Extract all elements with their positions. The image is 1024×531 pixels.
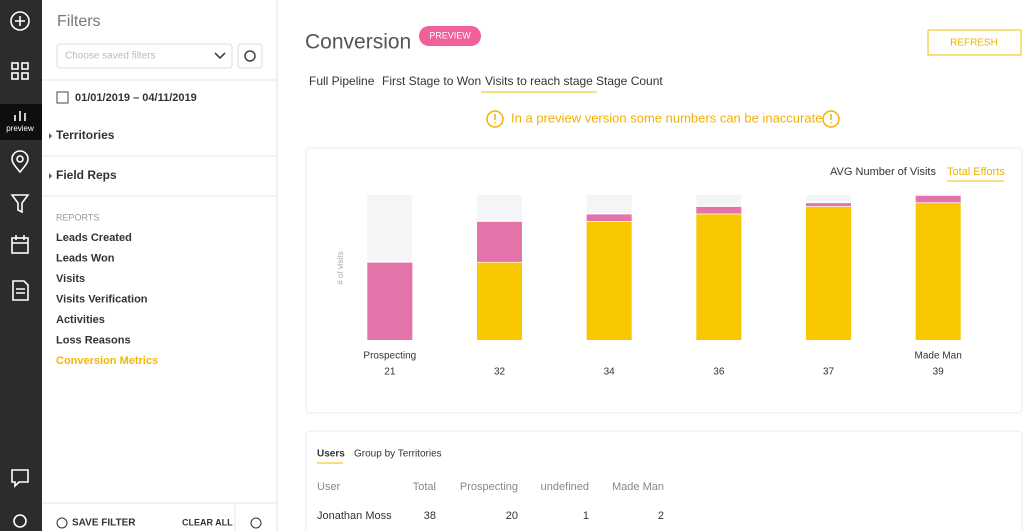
- tab[interactable]: Full Pipeline: [309, 74, 375, 88]
- table-header: undefined: [541, 481, 589, 493]
- badge: [419, 26, 481, 46]
- table-cell: 20: [506, 510, 518, 522]
- x-tick-label: Prospecting: [363, 351, 416, 362]
- caret: [49, 173, 52, 179]
- nav-label[interactable]: preview: [6, 124, 34, 133]
- chart-toggle-active[interactable]: Total Efforts: [947, 166, 1005, 178]
- report-link[interactable]: Conversion Metrics: [56, 355, 158, 367]
- table-header: Made Man: [612, 481, 664, 493]
- chart-card: [305, 147, 1023, 414]
- total-label: 21: [384, 367, 396, 378]
- table-cell: Jonathan Moss: [317, 510, 392, 522]
- bar-segment: [696, 213, 742, 340]
- table-header: Prospecting: [460, 481, 518, 493]
- reports-heading: REPORTS: [56, 212, 99, 222]
- page-title: Conversion: [305, 31, 411, 54]
- report-link[interactable]: Activities: [56, 314, 105, 326]
- nav-active[interactable]: [0, 104, 42, 140]
- table-header: Total: [413, 481, 436, 493]
- tabs: Full Pipeline First Stage to Won Visits to…: [309, 74, 663, 93]
- bar-segment: [586, 221, 632, 340]
- bar-segment: [915, 195, 961, 203]
- settings-button[interactable]: [237, 43, 263, 69]
- bar-segment: [477, 221, 522, 262]
- table-header: User: [317, 481, 341, 493]
- tab[interactable]: Stage Count: [596, 74, 663, 88]
- nav-bar: [0, 0, 42, 531]
- save-filter[interactable]: SAVE FILTER: [72, 518, 136, 529]
- report-link[interactable]: Leads Won: [56, 252, 115, 264]
- total-label: 36: [713, 367, 725, 378]
- total-label: 34: [604, 367, 616, 378]
- bar-segment: [806, 202, 851, 207]
- select-placeholder: Choose saved filters: [65, 51, 156, 62]
- clear-all[interactable]: CLEAR ALL: [182, 517, 233, 527]
- bar-segment: [696, 206, 742, 214]
- filters-title: Filters: [57, 13, 101, 30]
- total-label: 32: [494, 367, 506, 378]
- badge-text: PREVIEW: [429, 30, 471, 40]
- table-tab[interactable]: Group by Territories: [354, 449, 442, 460]
- bar-segment: [806, 206, 851, 340]
- chart: Prospecting 21 32 34 36 37 Made Man 39: [363, 194, 962, 378]
- caret: [49, 133, 52, 139]
- report-link[interactable]: Visits Verification: [56, 293, 148, 305]
- table-cell: 38: [424, 510, 436, 522]
- x-tick-label: Made Man: [915, 351, 962, 362]
- table-card: [305, 430, 1023, 531]
- date-range[interactable]: 01/01/2019 – 04/11/2019: [75, 92, 197, 104]
- warning: In a preview version some numbers can be…: [511, 110, 822, 125]
- warning-icons: [486, 110, 840, 128]
- refresh-text[interactable]: REFRESH: [950, 38, 998, 49]
- report-link[interactable]: Visits: [56, 273, 85, 285]
- chevron: [214, 52, 226, 60]
- history-icon[interactable]: [250, 517, 262, 529]
- bar-segment: [477, 261, 522, 340]
- table-cell: 1: [583, 510, 589, 522]
- total-label: 37: [823, 367, 835, 378]
- save-icon: [56, 517, 68, 529]
- filter-group[interactable]: Field Reps: [56, 168, 117, 182]
- tab[interactable]: Visits to reach stage: [485, 74, 593, 88]
- nav-icons[interactable]: [10, 11, 30, 528]
- report-link[interactable]: Loss Reasons: [56, 334, 131, 346]
- table: Users Group by Territories User Total Prospe…: [317, 449, 664, 522]
- table-tab[interactable]: Users: [317, 449, 345, 460]
- table-cell: 2: [658, 510, 664, 522]
- y-axis-label: # of visits: [336, 251, 345, 284]
- chart-toggle[interactable]: AVG Number of Visits: [830, 166, 936, 178]
- bar-segment: [915, 202, 961, 340]
- bar-segment: [367, 261, 413, 340]
- total-label: 39: [933, 367, 945, 378]
- filter-group[interactable]: Territories: [56, 128, 115, 142]
- bar-segment: [586, 213, 632, 222]
- refresh-button[interactable]: [927, 29, 1022, 56]
- sidebar-items: Territories Field Reps REPORTS Leads Create…: [42, 128, 277, 367]
- saved-filter-select[interactable]: [56, 43, 233, 69]
- gear-icon: [244, 50, 256, 62]
- tab[interactable]: First Stage to Won: [382, 74, 481, 88]
- calendar-icon: [56, 91, 69, 104]
- report-link[interactable]: Leads Created: [56, 232, 132, 244]
